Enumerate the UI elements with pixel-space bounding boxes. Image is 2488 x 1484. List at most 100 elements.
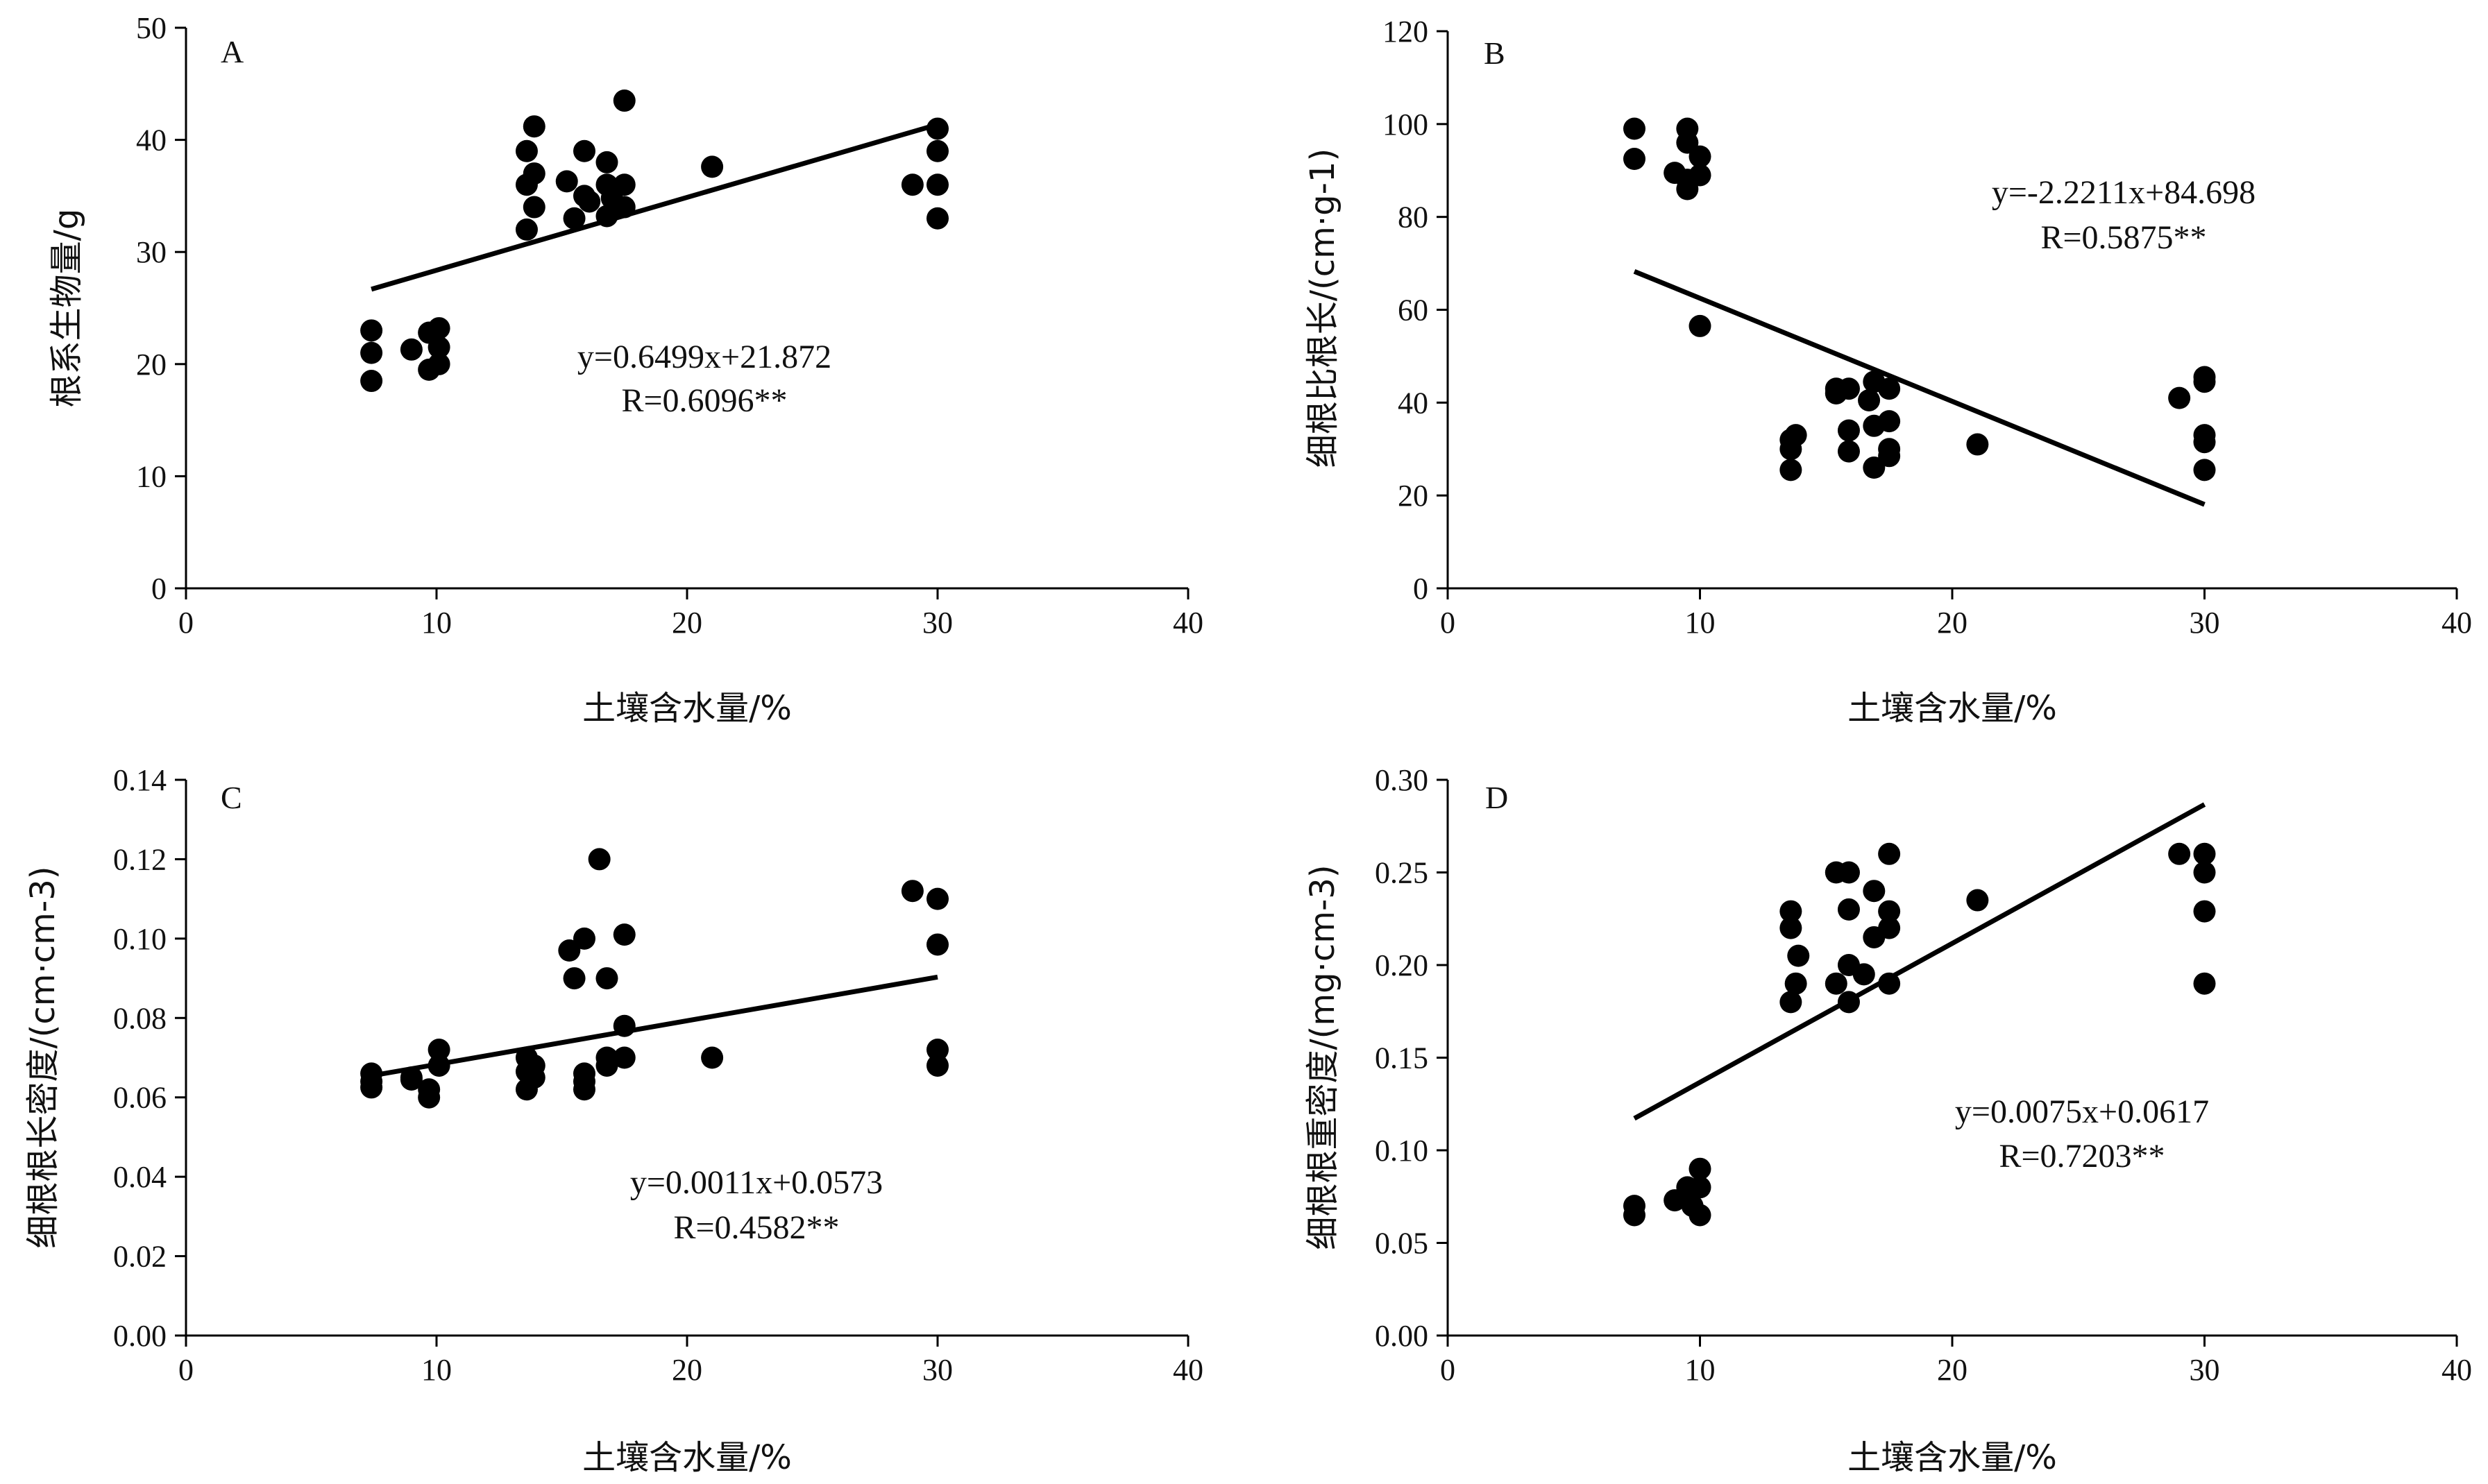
data-point xyxy=(573,1078,595,1101)
data-point xyxy=(1878,377,1901,400)
data-point xyxy=(1852,963,1875,986)
x-axis-title: 土壤含水量/% xyxy=(582,689,792,728)
data-point xyxy=(573,927,595,950)
data-point xyxy=(1863,880,1886,903)
x-tick-label: 10 xyxy=(421,1353,452,1387)
y-tick-label: 30 xyxy=(136,235,167,269)
data-point xyxy=(926,139,949,162)
regression-line xyxy=(1633,268,2206,507)
y-tick-label: 40 xyxy=(1398,386,1428,420)
x-tick-label: 40 xyxy=(1173,606,1203,640)
data-point xyxy=(1689,1176,1711,1199)
ticks: 0 10 20 30 40 0 20 40 60 80 100 120 xyxy=(1382,15,2472,640)
x-tick-label: 20 xyxy=(672,606,702,640)
ticks: 0 10 20 30 40 0 10 20 30 40 50 xyxy=(136,11,1203,640)
data-point xyxy=(1837,898,1860,921)
x-tick-label: 0 xyxy=(1440,606,1455,640)
y-tick-label: 0.08 xyxy=(113,1001,167,1035)
data-point xyxy=(701,155,724,178)
x-tick-label: 30 xyxy=(922,606,953,640)
x-tick-label: 20 xyxy=(672,1353,702,1387)
regression-equation: y=-2.2211x+84.698 xyxy=(1992,174,2256,211)
correlation-label: R=0.7203** xyxy=(1999,1138,2165,1175)
data-point xyxy=(428,1039,450,1061)
data-point xyxy=(926,1054,949,1077)
data-point xyxy=(1966,433,1989,456)
data-point xyxy=(1837,861,1860,884)
data-point xyxy=(701,1046,724,1069)
data-point xyxy=(926,173,949,196)
data-point xyxy=(1779,459,1802,481)
panel-label: C xyxy=(221,780,242,815)
y-tick-label: 0.14 xyxy=(113,763,167,797)
data-point xyxy=(418,1086,441,1109)
data-point xyxy=(2168,386,2191,409)
regression-line xyxy=(1633,802,2206,1121)
data-point xyxy=(1787,944,1810,967)
data-point xyxy=(1863,457,1886,479)
x-axis-title: 土壤含水量/% xyxy=(582,1438,792,1477)
y-tick-label: 0.00 xyxy=(1375,1319,1428,1353)
data-point xyxy=(1837,377,1860,400)
data-point xyxy=(400,1068,423,1091)
y-tick-label: 0.10 xyxy=(1375,1134,1428,1168)
data-point xyxy=(613,923,636,946)
axes-frame xyxy=(1446,31,2457,590)
y-tick-label: 0.02 xyxy=(113,1240,167,1274)
data-point xyxy=(360,341,383,364)
x-tick-label: 40 xyxy=(2442,606,2472,640)
data-points xyxy=(360,848,949,1109)
data-point xyxy=(613,173,636,196)
data-point xyxy=(901,173,924,196)
y-tick-label: 20 xyxy=(136,348,167,382)
data-point xyxy=(578,190,601,213)
axes-frame xyxy=(185,780,1188,1337)
data-point xyxy=(428,336,450,359)
y-tick-label: 120 xyxy=(1382,15,1428,49)
y-axis-title: 细根根长密度/(cm·cm-3) xyxy=(24,866,62,1248)
data-point xyxy=(2193,972,2216,995)
data-point xyxy=(1779,916,1802,939)
y-tick-label: 0.30 xyxy=(1375,763,1428,797)
data-point xyxy=(1623,148,1645,171)
data-point xyxy=(555,170,578,193)
data-point xyxy=(926,117,949,140)
data-point xyxy=(428,317,450,340)
data-point xyxy=(2193,842,2216,865)
x-tick-label: 30 xyxy=(2190,1353,2220,1387)
x-tick-label: 40 xyxy=(1173,1353,1203,1387)
y-tick-label: 20 xyxy=(1398,479,1428,513)
data-point xyxy=(428,352,450,375)
y-tick-label: 60 xyxy=(1398,293,1428,327)
data-point xyxy=(360,319,383,342)
data-point xyxy=(563,207,586,230)
data-point xyxy=(1779,991,1802,1014)
x-tick-label: 10 xyxy=(1685,606,1716,640)
data-point xyxy=(515,218,538,241)
x-tick-label: 10 xyxy=(1685,1353,1716,1387)
data-point xyxy=(613,89,636,112)
data-point xyxy=(1878,842,1901,865)
data-point xyxy=(901,880,924,903)
y-tick-label: 50 xyxy=(136,11,167,45)
data-point xyxy=(573,139,595,162)
y-axis-title: 细根根重密度/(mg·cm-3) xyxy=(1303,864,1342,1250)
data-point xyxy=(2193,459,2216,481)
data-point xyxy=(588,848,611,871)
data-point xyxy=(1784,972,1807,995)
data-point xyxy=(1858,389,1881,411)
y-tick-label: 80 xyxy=(1398,201,1428,234)
data-points xyxy=(360,89,949,393)
regression-equation: y=0.6499x+21.872 xyxy=(577,339,831,375)
y-tick-label: 0.20 xyxy=(1375,948,1428,982)
data-point xyxy=(1779,900,1802,923)
ticks: 0 10 20 30 40 0.00 0.02 0.04 0.06 0.08 0.10 0.12 0.1… xyxy=(113,763,1203,1387)
data-point xyxy=(1878,900,1901,923)
chart-panel-d: 0 10 20 30 400.000.050.100.150.200.250.30 D … xyxy=(1303,763,2472,1477)
y-tick-label: 0.05 xyxy=(1375,1227,1428,1261)
data-point xyxy=(613,1046,636,1069)
data-point xyxy=(2168,842,2191,865)
x-axis-title: 土壤含水量/% xyxy=(1847,1438,2057,1477)
data-point xyxy=(523,196,545,219)
